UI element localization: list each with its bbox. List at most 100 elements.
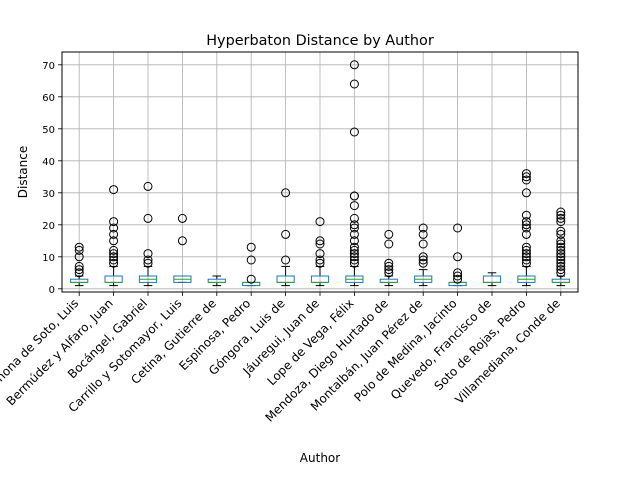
chart-title: Hyperbaton Distance by Author xyxy=(206,33,434,49)
outlier-point xyxy=(418,229,428,239)
box-8 xyxy=(310,217,330,287)
outlier-point xyxy=(521,252,531,262)
outlier-point xyxy=(556,210,566,220)
outlier-point xyxy=(315,236,325,246)
outlier-point xyxy=(556,207,566,217)
outlier-point xyxy=(177,236,187,246)
outlier-point xyxy=(109,223,119,233)
outlier-point xyxy=(74,265,84,275)
y-axis-label: Distance xyxy=(16,146,30,198)
outlier-point xyxy=(418,223,428,233)
y-tick-label: 0 xyxy=(49,285,55,296)
outlier-point xyxy=(349,252,359,262)
outlier-point xyxy=(246,242,256,252)
box-9 xyxy=(345,60,364,287)
outlier-point xyxy=(521,217,531,227)
outlier-point xyxy=(556,229,566,239)
outlier-point xyxy=(384,265,394,275)
outlier-point xyxy=(74,268,84,278)
outlier-point xyxy=(384,261,394,271)
outlier-point xyxy=(521,229,531,239)
outlier-point xyxy=(349,255,359,265)
outlier-point xyxy=(521,245,531,255)
outlier-point xyxy=(556,213,566,223)
outlier-point xyxy=(109,255,119,265)
outlier-point xyxy=(281,188,291,198)
outlier-point xyxy=(418,255,428,265)
box-15 xyxy=(551,207,570,287)
outlier-point xyxy=(453,268,463,278)
y-tick-label: 10 xyxy=(42,253,55,264)
y-tick-label: 70 xyxy=(42,61,55,72)
box-10 xyxy=(379,229,398,287)
x-axis-label: Author xyxy=(300,451,340,465)
box-14 xyxy=(517,169,536,287)
outlier-point xyxy=(521,255,531,265)
outlier-point xyxy=(349,245,359,255)
y-tick-label: 50 xyxy=(42,125,55,136)
outlier-point xyxy=(418,258,428,268)
box-7 xyxy=(276,188,295,287)
outlier-point xyxy=(349,127,359,137)
outlier-point xyxy=(384,239,394,249)
grid-lines xyxy=(62,52,578,292)
outlier-point xyxy=(556,261,566,271)
outlier-point xyxy=(521,188,531,198)
outlier-point xyxy=(521,258,531,268)
y-tick-label: 60 xyxy=(42,93,55,104)
box-4 xyxy=(173,213,192,283)
outlier-point xyxy=(315,217,325,227)
outlier-point xyxy=(453,274,463,284)
outlier-point xyxy=(556,252,566,262)
outlier-point xyxy=(521,169,531,179)
outlier-point xyxy=(384,258,394,268)
outlier-point xyxy=(556,255,566,265)
outlier-point xyxy=(349,220,359,230)
outlier-point xyxy=(418,252,428,262)
outlier-point xyxy=(109,249,119,259)
box-11 xyxy=(414,223,433,287)
plot-area-frame xyxy=(61,51,579,293)
outlier-point xyxy=(74,245,84,255)
outlier-point xyxy=(556,242,566,252)
outlier-point xyxy=(453,252,463,262)
outlier-point xyxy=(521,210,531,220)
outlier-point xyxy=(521,242,531,252)
outlier-point xyxy=(74,252,84,262)
outlier-point xyxy=(109,252,119,262)
outlier-point xyxy=(349,223,359,233)
outlier-point xyxy=(281,229,291,239)
box-12 xyxy=(448,223,467,287)
outlier-point xyxy=(556,249,566,259)
outlier-point xyxy=(349,79,359,89)
outlier-point xyxy=(315,249,325,259)
outlier-point xyxy=(453,223,463,233)
outlier-point xyxy=(315,258,325,268)
outlier-point xyxy=(143,258,153,268)
outlier-point xyxy=(109,258,119,268)
outlier-point xyxy=(384,268,394,278)
outlier-point xyxy=(281,255,291,265)
outlier-point xyxy=(109,245,119,255)
outlier-point xyxy=(556,236,566,246)
outlier-point xyxy=(384,229,394,239)
outlier-point xyxy=(556,217,566,227)
box-2 xyxy=(104,185,123,287)
outlier-point xyxy=(246,255,256,265)
outlier-point xyxy=(74,242,84,252)
outlier-point xyxy=(315,239,325,249)
outlier-point xyxy=(315,255,325,265)
outlier-point xyxy=(349,213,359,223)
outlier-point xyxy=(349,191,359,201)
outlier-point xyxy=(349,258,359,268)
box-5 xyxy=(207,275,226,287)
outlier-point xyxy=(109,236,119,246)
box-3 xyxy=(138,181,158,287)
box-series xyxy=(70,60,570,287)
outlier-point xyxy=(349,249,359,259)
outlier-point xyxy=(143,213,153,223)
outlier-point xyxy=(349,201,359,211)
